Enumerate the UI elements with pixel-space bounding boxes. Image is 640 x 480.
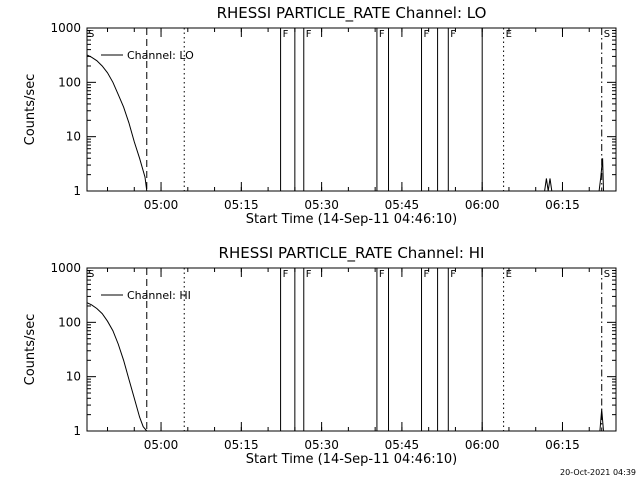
event-label: F: [450, 269, 456, 280]
x-axis-label: Start Time (14-Sep-11 04:46:10): [246, 452, 457, 467]
x-tick-label: 05:45: [385, 438, 420, 452]
plot-frame: [86, 267, 617, 432]
series-line-2: [544, 178, 553, 192]
y-axis-label: Counts/sec: [23, 74, 38, 146]
y-axis-label: Counts/sec: [23, 314, 38, 386]
y-tick-label: 1: [73, 184, 81, 198]
event-label: F: [424, 269, 430, 280]
x-tick-label: 05:15: [224, 198, 259, 212]
x-tick-label: 05:30: [304, 198, 339, 212]
y-tick-label: 1000: [50, 261, 81, 275]
legend-label: Channel: HI: [127, 289, 191, 302]
x-tick-label: 05:45: [385, 198, 420, 212]
event-label: F: [379, 269, 385, 280]
y-tick-label: 10: [66, 130, 81, 144]
event-label: S: [604, 269, 610, 280]
x-tick-label: 05:00: [144, 198, 179, 212]
event-label: E: [506, 29, 512, 40]
chart-panel-2: RHESSI PARTICLE_RATE Channel: HI 1 10 100 10…: [23, 244, 617, 467]
plot-frame: [86, 27, 617, 192]
x-tick-label: 06:00: [465, 438, 500, 452]
x-tick-label: 05:30: [304, 438, 339, 452]
chart-title: RHESSI PARTICLE_RATE Channel: LO: [217, 4, 487, 23]
footer-date: 20-Oct-2021 04:39: [560, 468, 636, 477]
y-tick-label: 100: [58, 75, 81, 89]
series-line-3: [598, 158, 604, 192]
event-label: F: [450, 29, 456, 40]
y-tick-label: 1: [73, 424, 81, 438]
event-label: F: [306, 269, 312, 280]
event-label: E: [506, 269, 512, 280]
y-tick-label: 100: [58, 315, 81, 329]
corner-label: S: [88, 269, 94, 280]
event-label: F: [424, 29, 430, 40]
event-label: F: [306, 29, 312, 40]
x-tick-label: 05:00: [144, 438, 179, 452]
y-tick-label: 1000: [50, 21, 81, 35]
event-label: F: [283, 269, 289, 280]
x-tick-label: 06:15: [545, 198, 580, 212]
chart-title: RHESSI PARTICLE_RATE Channel: HI: [219, 244, 485, 263]
legend-label: Channel: LO: [127, 49, 194, 62]
corner-label: S: [88, 29, 94, 40]
x-axis-label: Start Time (14-Sep-11 04:46:10): [246, 212, 457, 227]
series-line-1: [86, 54, 148, 192]
series-line-1: [86, 302, 148, 432]
event-label: F: [379, 29, 385, 40]
x-tick-label: 05:15: [224, 438, 259, 452]
event-label: F: [283, 29, 289, 40]
x-tick-label: 06:00: [465, 198, 500, 212]
y-tick-label: 10: [66, 370, 81, 384]
chart-panel-1: RHESSI PARTICLE_RATE Channel: LO 1 10 100 10…: [23, 4, 617, 227]
event-label: S: [604, 29, 610, 40]
series-line-2: [599, 409, 604, 432]
x-tick-label: 06:15: [545, 438, 580, 452]
